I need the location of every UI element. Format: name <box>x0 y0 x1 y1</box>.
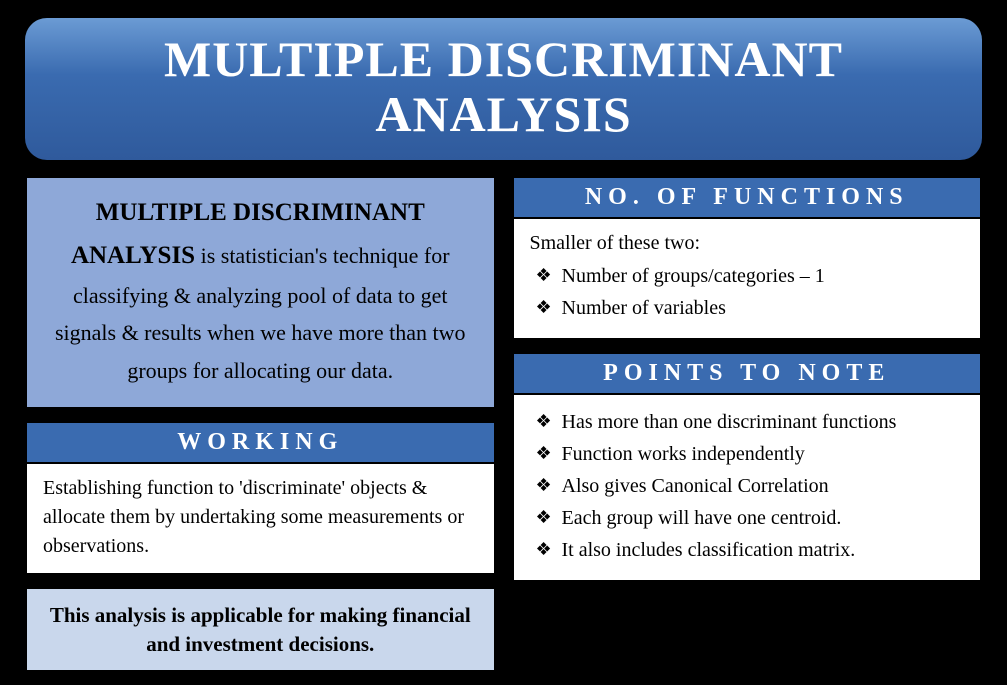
list-item: Number of variables <box>536 294 965 323</box>
list-item: Also gives Canonical Correlation <box>536 472 965 501</box>
working-section: WORKING Establishing function to 'discri… <box>25 421 496 575</box>
functions-body: Smaller of these two: Number of groups/c… <box>512 217 983 340</box>
points-list: Has more than one discriminant functions… <box>530 408 965 565</box>
note-box: This analysis is applicable for making f… <box>25 587 496 672</box>
list-item: It also includes classification matrix. <box>536 536 965 565</box>
functions-header: NO. OF FUNCTIONS <box>512 176 983 217</box>
working-header: WORKING <box>25 421 496 462</box>
list-item: Number of groups/categories – 1 <box>536 262 965 291</box>
functions-intro: Smaller of these two: <box>530 229 965 258</box>
points-body: Has more than one discriminant functions… <box>512 393 983 582</box>
main-title: MULTIPLE DISCRIMINANT ANALYSIS <box>25 18 982 160</box>
functions-list: Number of groups/categories – 1 Number o… <box>530 262 965 323</box>
list-item: Each group will have one centroid. <box>536 504 965 533</box>
points-header: POINTS TO NOTE <box>512 352 983 393</box>
left-column: MULTIPLE DISCRIMINANT ANALYSIS is statis… <box>25 176 496 672</box>
content-columns: MULTIPLE DISCRIMINANT ANALYSIS is statis… <box>25 176 982 672</box>
working-body: Establishing function to 'discriminate' … <box>25 462 496 575</box>
definition-box: MULTIPLE DISCRIMINANT ANALYSIS is statis… <box>25 176 496 409</box>
functions-section: NO. OF FUNCTIONS Smaller of these two: N… <box>512 176 983 340</box>
list-item: Has more than one discriminant functions <box>536 408 965 437</box>
list-item: Function works independently <box>536 440 965 469</box>
right-column: NO. OF FUNCTIONS Smaller of these two: N… <box>512 176 983 672</box>
points-section: POINTS TO NOTE Has more than one discrim… <box>512 352 983 582</box>
